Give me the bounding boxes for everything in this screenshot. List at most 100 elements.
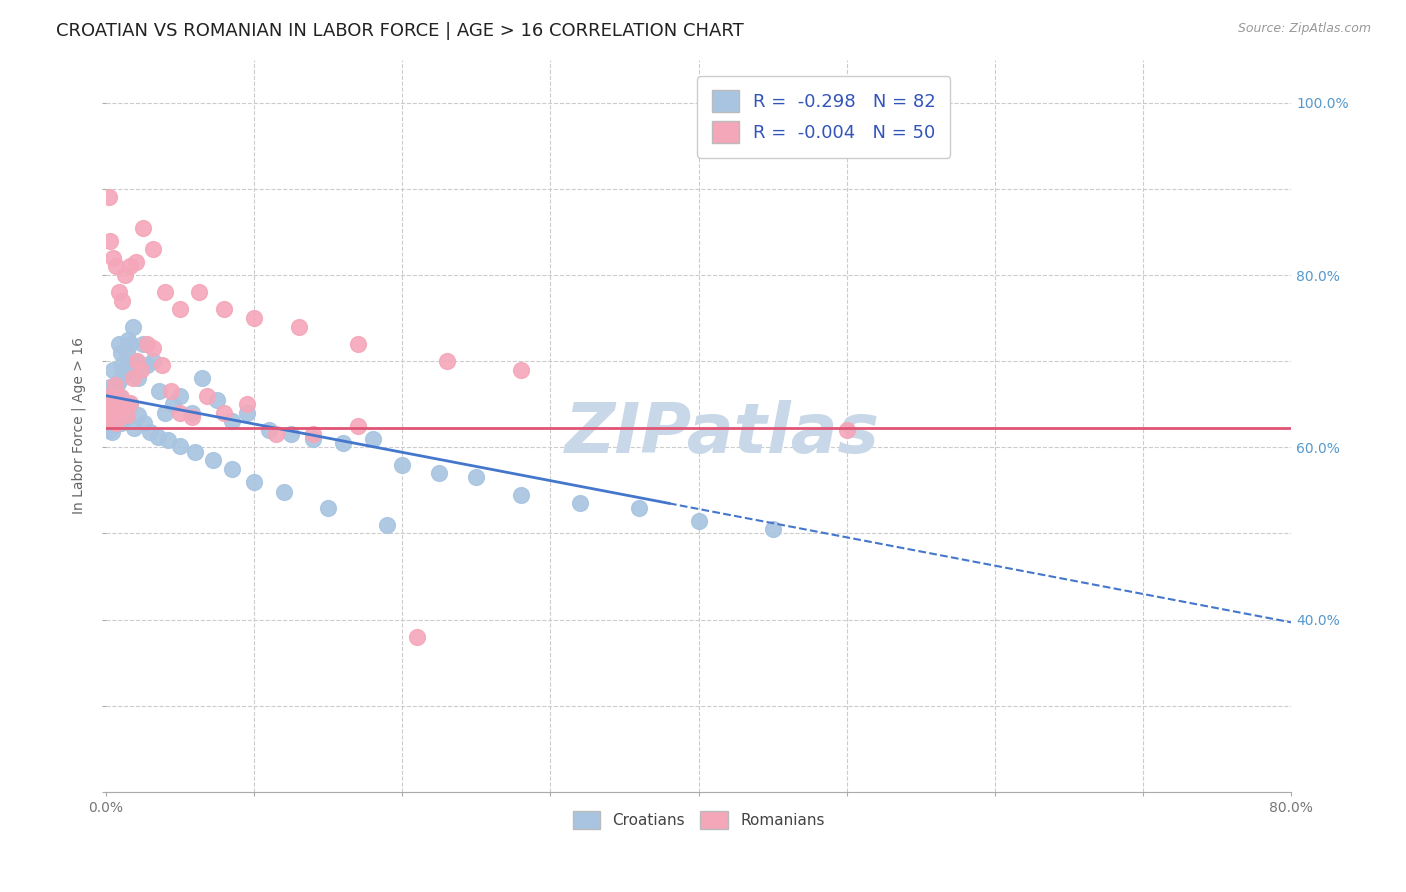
Point: [111, 293, 134, 308]
Point: [332, 436, 354, 450]
Point: [169, 406, 191, 420]
Point: [280, 427, 302, 442]
Point: [302, 432, 325, 446]
Point: [169, 302, 191, 317]
Point: [124, 354, 146, 368]
Point: [101, 382, 124, 396]
Point: [221, 415, 243, 429]
Point: [114, 268, 136, 282]
Point: [191, 371, 214, 385]
Point: [316, 500, 339, 515]
Y-axis label: In Labor Force | Age > 16: In Labor Force | Age > 16: [72, 337, 86, 515]
Point: [243, 311, 266, 326]
Point: [121, 371, 143, 385]
Point: [346, 418, 368, 433]
Point: [169, 389, 191, 403]
Point: [509, 363, 531, 377]
Point: [110, 416, 132, 430]
Point: [221, 462, 243, 476]
Point: [96, 397, 118, 411]
Point: [105, 416, 128, 430]
Point: [569, 496, 592, 510]
Point: [101, 413, 124, 427]
Point: [406, 630, 429, 644]
Point: [103, 418, 125, 433]
Point: [111, 359, 134, 373]
Point: [115, 410, 138, 425]
Point: [118, 397, 141, 411]
Point: [153, 406, 176, 420]
Text: CROATIAN VS ROMANIAN IN LABOR FORCE | AGE > 16 CORRELATION CHART: CROATIAN VS ROMANIAN IN LABOR FORCE | AG…: [56, 22, 744, 40]
Point: [134, 416, 156, 430]
Point: [257, 423, 280, 437]
Point: [107, 408, 129, 422]
Point: [628, 500, 651, 515]
Point: [105, 260, 128, 274]
Point: [118, 337, 141, 351]
Point: [153, 285, 176, 300]
Point: [97, 406, 120, 420]
Point: [214, 406, 236, 420]
Point: [104, 415, 127, 429]
Point: [118, 260, 141, 274]
Point: [124, 255, 146, 269]
Point: [132, 220, 155, 235]
Point: [118, 395, 141, 409]
Point: [142, 242, 165, 256]
Point: [125, 354, 148, 368]
Point: [101, 425, 124, 439]
Point: [243, 475, 266, 489]
Point: [346, 337, 368, 351]
Point: [98, 389, 121, 403]
Point: [110, 371, 132, 385]
Point: [96, 410, 118, 425]
Point: [235, 406, 257, 420]
Point: [117, 333, 139, 347]
Point: [103, 395, 125, 409]
Point: [688, 514, 710, 528]
Point: [112, 399, 135, 413]
Point: [98, 401, 121, 416]
Point: [465, 470, 488, 484]
Point: [235, 397, 257, 411]
Point: [273, 485, 295, 500]
Point: [136, 337, 159, 351]
Point: [112, 399, 135, 413]
Point: [97, 389, 120, 403]
Point: [762, 522, 785, 536]
Point: [108, 389, 131, 403]
Point: [436, 354, 458, 368]
Point: [114, 363, 136, 377]
Point: [180, 406, 202, 420]
Point: [148, 384, 170, 399]
Text: ZIPatlas: ZIPatlas: [565, 400, 880, 467]
Point: [201, 453, 224, 467]
Point: [110, 345, 132, 359]
Point: [127, 408, 149, 422]
Point: [108, 285, 131, 300]
Point: [188, 285, 211, 300]
Point: [142, 354, 165, 368]
Point: [184, 444, 207, 458]
Point: [157, 434, 180, 448]
Point: [162, 397, 184, 411]
Point: [101, 392, 124, 407]
Point: [427, 466, 450, 480]
Point: [287, 319, 309, 334]
Point: [142, 341, 165, 355]
Point: [105, 406, 128, 420]
Point: [377, 517, 399, 532]
Point: [107, 395, 129, 409]
Point: [122, 421, 145, 435]
Point: [98, 401, 121, 416]
Point: [180, 410, 202, 425]
Point: [214, 302, 236, 317]
Point: [107, 390, 129, 404]
Point: [98, 392, 121, 407]
Point: [104, 378, 127, 392]
Point: [139, 425, 162, 439]
Point: [108, 406, 131, 420]
Point: [391, 458, 413, 472]
Point: [103, 408, 125, 422]
Point: [132, 337, 155, 351]
